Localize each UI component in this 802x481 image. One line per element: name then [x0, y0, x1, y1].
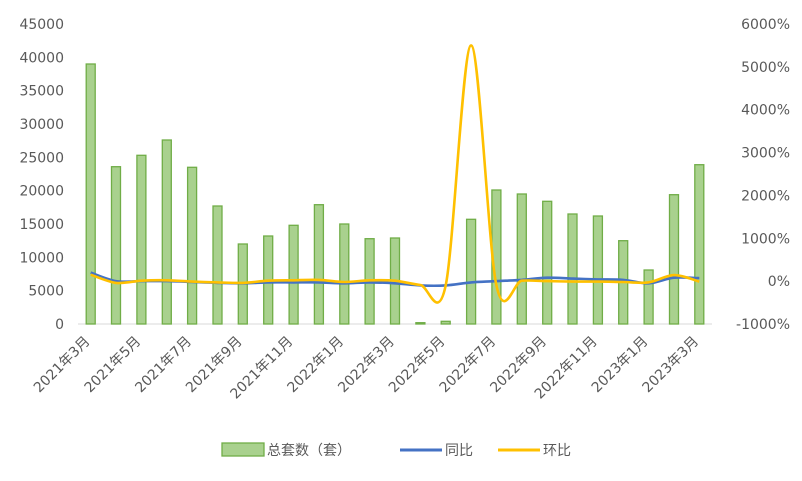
right-tick-label: 0% [768, 274, 790, 290]
left-tick-label: 0 [55, 317, 64, 333]
right-y-axis: -1000% 0% 1000% 2000% 3000% 4000% 5000% 6000% [736, 17, 790, 333]
bar [465, 218, 477, 325]
legend-item: 同比 [400, 443, 473, 459]
left-y-axis: 0 5000 10000 15000 20000 25000 30000 35000 40000… [19, 17, 64, 333]
bar [668, 194, 680, 325]
left-tick-label: 35000 [19, 84, 64, 100]
legend: 总套数（套） 同比 环比 [221, 442, 571, 459]
left-tick-label: 15000 [19, 217, 64, 233]
left-tick-label: 40000 [19, 50, 64, 66]
legend-label: 同比 [445, 443, 473, 459]
bar [567, 213, 578, 325]
left-tick-label: 45000 [19, 17, 64, 33]
x-axis-ticks: 2021年3月2021年5月2021年7月2021年9月2021年11月2022… [31, 334, 702, 403]
bar [85, 63, 96, 325]
left-tick-label: 30000 [19, 117, 64, 133]
bar-series [85, 63, 705, 325]
legend-item: 环比 [498, 443, 571, 459]
legend-label: 环比 [543, 443, 571, 459]
bar [136, 154, 147, 325]
bar [516, 193, 527, 325]
bar [212, 205, 223, 325]
left-tick-label: 25000 [19, 150, 64, 166]
bar [694, 164, 705, 325]
bar [339, 223, 350, 325]
bar [110, 166, 122, 325]
left-tick-label: 5000 [28, 284, 64, 300]
series-line-mom [90, 44, 700, 304]
bar [288, 224, 299, 325]
legend-swatch [221, 442, 265, 457]
bar [161, 139, 172, 325]
bar [592, 215, 604, 325]
right-tick-label: 3000% [741, 146, 790, 162]
line-series [90, 44, 700, 304]
bar [542, 200, 553, 325]
left-tick-label: 20000 [19, 184, 64, 200]
right-tick-label: 1000% [741, 231, 790, 247]
bar [643, 269, 654, 325]
bar [415, 322, 426, 325]
right-tick-label: 2000% [741, 188, 790, 204]
right-tick-label: 5000% [741, 60, 790, 76]
right-tick-label: -1000% [736, 317, 790, 333]
right-tick-label: 4000% [741, 103, 790, 119]
bar [313, 204, 325, 325]
right-tick-label: 6000% [741, 17, 790, 33]
bar [186, 166, 198, 325]
left-tick-label: 10000 [19, 250, 64, 266]
bar [440, 320, 451, 325]
legend-item: 总套数（套） [221, 442, 351, 459]
legend-label: 总套数（套） [267, 443, 351, 459]
